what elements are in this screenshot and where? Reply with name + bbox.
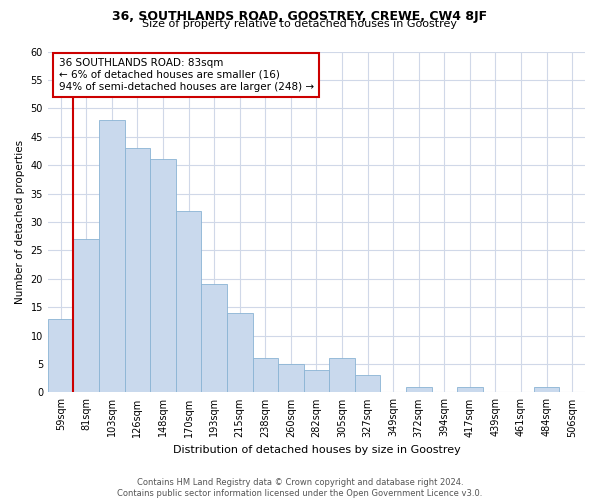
Bar <box>202 284 227 393</box>
Bar <box>125 148 150 392</box>
Y-axis label: Number of detached properties: Number of detached properties <box>15 140 25 304</box>
Bar <box>99 120 125 392</box>
Bar <box>150 160 176 392</box>
Text: 36, SOUTHLANDS ROAD, GOOSTREY, CREWE, CW4 8JF: 36, SOUTHLANDS ROAD, GOOSTREY, CREWE, CW… <box>112 10 488 23</box>
Bar <box>304 370 329 392</box>
Text: Contains HM Land Registry data © Crown copyright and database right 2024.
Contai: Contains HM Land Registry data © Crown c… <box>118 478 482 498</box>
Bar <box>406 386 431 392</box>
Text: Size of property relative to detached houses in Goostrey: Size of property relative to detached ho… <box>143 19 458 29</box>
Bar <box>48 318 73 392</box>
X-axis label: Distribution of detached houses by size in Goostrey: Distribution of detached houses by size … <box>173 445 460 455</box>
Bar <box>73 239 99 392</box>
Bar <box>176 210 202 392</box>
Bar <box>278 364 304 392</box>
Bar <box>355 376 380 392</box>
Bar <box>227 313 253 392</box>
Bar <box>534 386 559 392</box>
Bar <box>329 358 355 392</box>
Bar <box>457 386 482 392</box>
Bar <box>253 358 278 392</box>
Text: 36 SOUTHLANDS ROAD: 83sqm
← 6% of detached houses are smaller (16)
94% of semi-d: 36 SOUTHLANDS ROAD: 83sqm ← 6% of detach… <box>59 58 314 92</box>
